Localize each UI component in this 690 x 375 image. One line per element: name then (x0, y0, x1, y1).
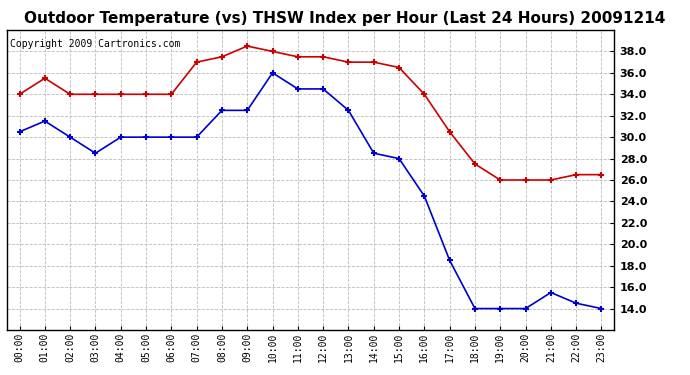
Text: Outdoor Temperature (vs) THSW Index per Hour (Last 24 Hours) 20091214: Outdoor Temperature (vs) THSW Index per … (24, 11, 666, 26)
Text: Copyright 2009 Cartronics.com: Copyright 2009 Cartronics.com (10, 39, 180, 49)
